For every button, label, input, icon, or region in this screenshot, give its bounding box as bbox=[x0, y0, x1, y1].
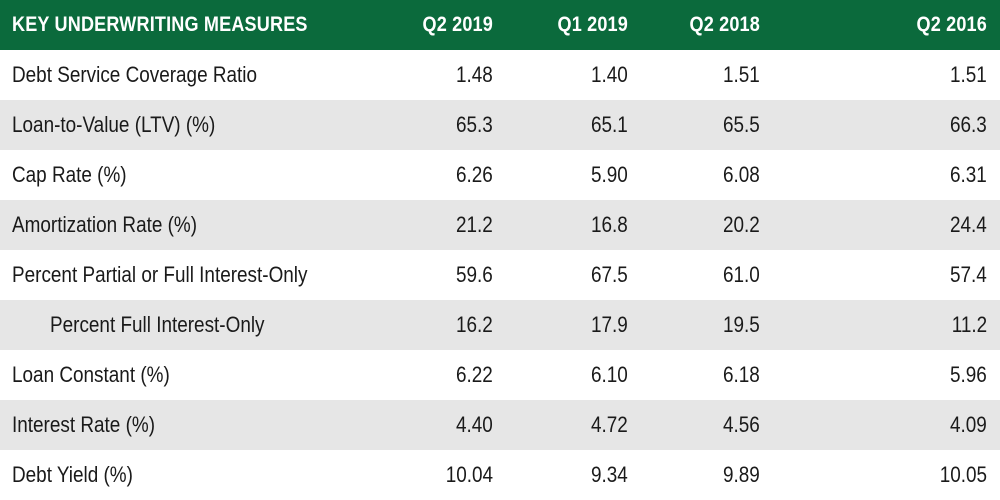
row-label: Loan Constant (%) bbox=[12, 362, 170, 387]
row-value: 59.6 bbox=[456, 262, 493, 287]
table-row: Debt Yield (%) 10.04 9.34 9.89 10.05 bbox=[0, 450, 1000, 500]
row-value: 6.10 bbox=[591, 362, 628, 387]
row-value: 4.72 bbox=[591, 412, 628, 437]
row-label: Percent Partial or Full Interest-Only bbox=[12, 262, 308, 287]
row-value: 6.31 bbox=[950, 162, 987, 187]
table-row: Percent Partial or Full Interest-Only 59… bbox=[0, 250, 1000, 300]
row-value: 5.96 bbox=[950, 362, 987, 387]
row-value: 65.1 bbox=[591, 112, 628, 137]
row-label: Percent Full Interest-Only bbox=[50, 312, 265, 337]
table-header-row: KEY UNDERWRITING MEASURES Q2 2019 Q1 201… bbox=[0, 0, 1000, 50]
table-row: Debt Service Coverage Ratio 1.48 1.40 1.… bbox=[0, 50, 1000, 100]
row-value: 65.5 bbox=[723, 112, 760, 137]
row-value: 4.09 bbox=[950, 412, 987, 437]
table-row: Loan Constant (%) 6.22 6.10 6.18 5.96 bbox=[0, 350, 1000, 400]
row-value: 4.40 bbox=[456, 412, 493, 437]
row-value: 16.8 bbox=[591, 212, 628, 237]
row-value: 6.26 bbox=[456, 162, 493, 187]
row-value: 16.2 bbox=[456, 312, 493, 337]
row-value: 4.56 bbox=[723, 412, 760, 437]
row-value: 1.51 bbox=[723, 62, 760, 87]
header-col-q2-2018: Q2 2018 bbox=[689, 13, 760, 36]
row-value: 17.9 bbox=[591, 312, 628, 337]
row-value: 1.51 bbox=[950, 62, 987, 87]
row-value: 6.22 bbox=[456, 362, 493, 387]
row-value: 21.2 bbox=[456, 212, 493, 237]
row-value: 65.3 bbox=[456, 112, 493, 137]
row-value: 10.05 bbox=[939, 462, 987, 487]
row-label: Amortization Rate (%) bbox=[12, 212, 198, 237]
row-value: 1.40 bbox=[591, 62, 628, 87]
row-value: 5.90 bbox=[591, 162, 628, 187]
row-label: Debt Yield (%) bbox=[12, 462, 133, 487]
header-col-q1-2019: Q1 2019 bbox=[557, 13, 628, 36]
table-row: Loan-to-Value (LTV) (%) 65.3 65.1 65.5 6… bbox=[0, 100, 1000, 150]
row-value: 10.04 bbox=[445, 462, 493, 487]
row-value: 11.2 bbox=[951, 312, 987, 337]
row-value: 1.48 bbox=[456, 62, 493, 87]
row-label: Interest Rate (%) bbox=[12, 412, 156, 437]
row-value: 67.5 bbox=[591, 262, 628, 287]
row-value: 61.0 bbox=[723, 262, 760, 287]
table-row-indented: Percent Full Interest-Only 16.2 17.9 19.… bbox=[0, 300, 1000, 350]
row-value: 6.18 bbox=[723, 362, 760, 387]
header-col-q2-2016: Q2 2016 bbox=[916, 13, 987, 36]
row-value: 20.2 bbox=[723, 212, 760, 237]
row-value: 9.34 bbox=[591, 462, 628, 487]
table-row: Cap Rate (%) 6.26 5.90 6.08 6.31 bbox=[0, 150, 1000, 200]
row-value: 24.4 bbox=[950, 212, 987, 237]
table-row: Interest Rate (%) 4.40 4.72 4.56 4.09 bbox=[0, 400, 1000, 450]
row-value: 19.5 bbox=[723, 312, 760, 337]
row-label: Loan-to-Value (LTV) (%) bbox=[12, 112, 216, 137]
row-value: 57.4 bbox=[950, 262, 987, 287]
header-label: KEY UNDERWRITING MEASURES bbox=[12, 13, 308, 36]
row-label: Cap Rate (%) bbox=[12, 162, 127, 187]
row-value: 66.3 bbox=[950, 112, 987, 137]
table-row: Amortization Rate (%) 21.2 16.8 20.2 24.… bbox=[0, 200, 1000, 250]
row-value: 9.89 bbox=[723, 462, 760, 487]
row-label: Debt Service Coverage Ratio bbox=[12, 62, 258, 87]
row-value: 6.08 bbox=[723, 162, 760, 187]
header-col-q2-2019: Q2 2019 bbox=[422, 13, 493, 36]
